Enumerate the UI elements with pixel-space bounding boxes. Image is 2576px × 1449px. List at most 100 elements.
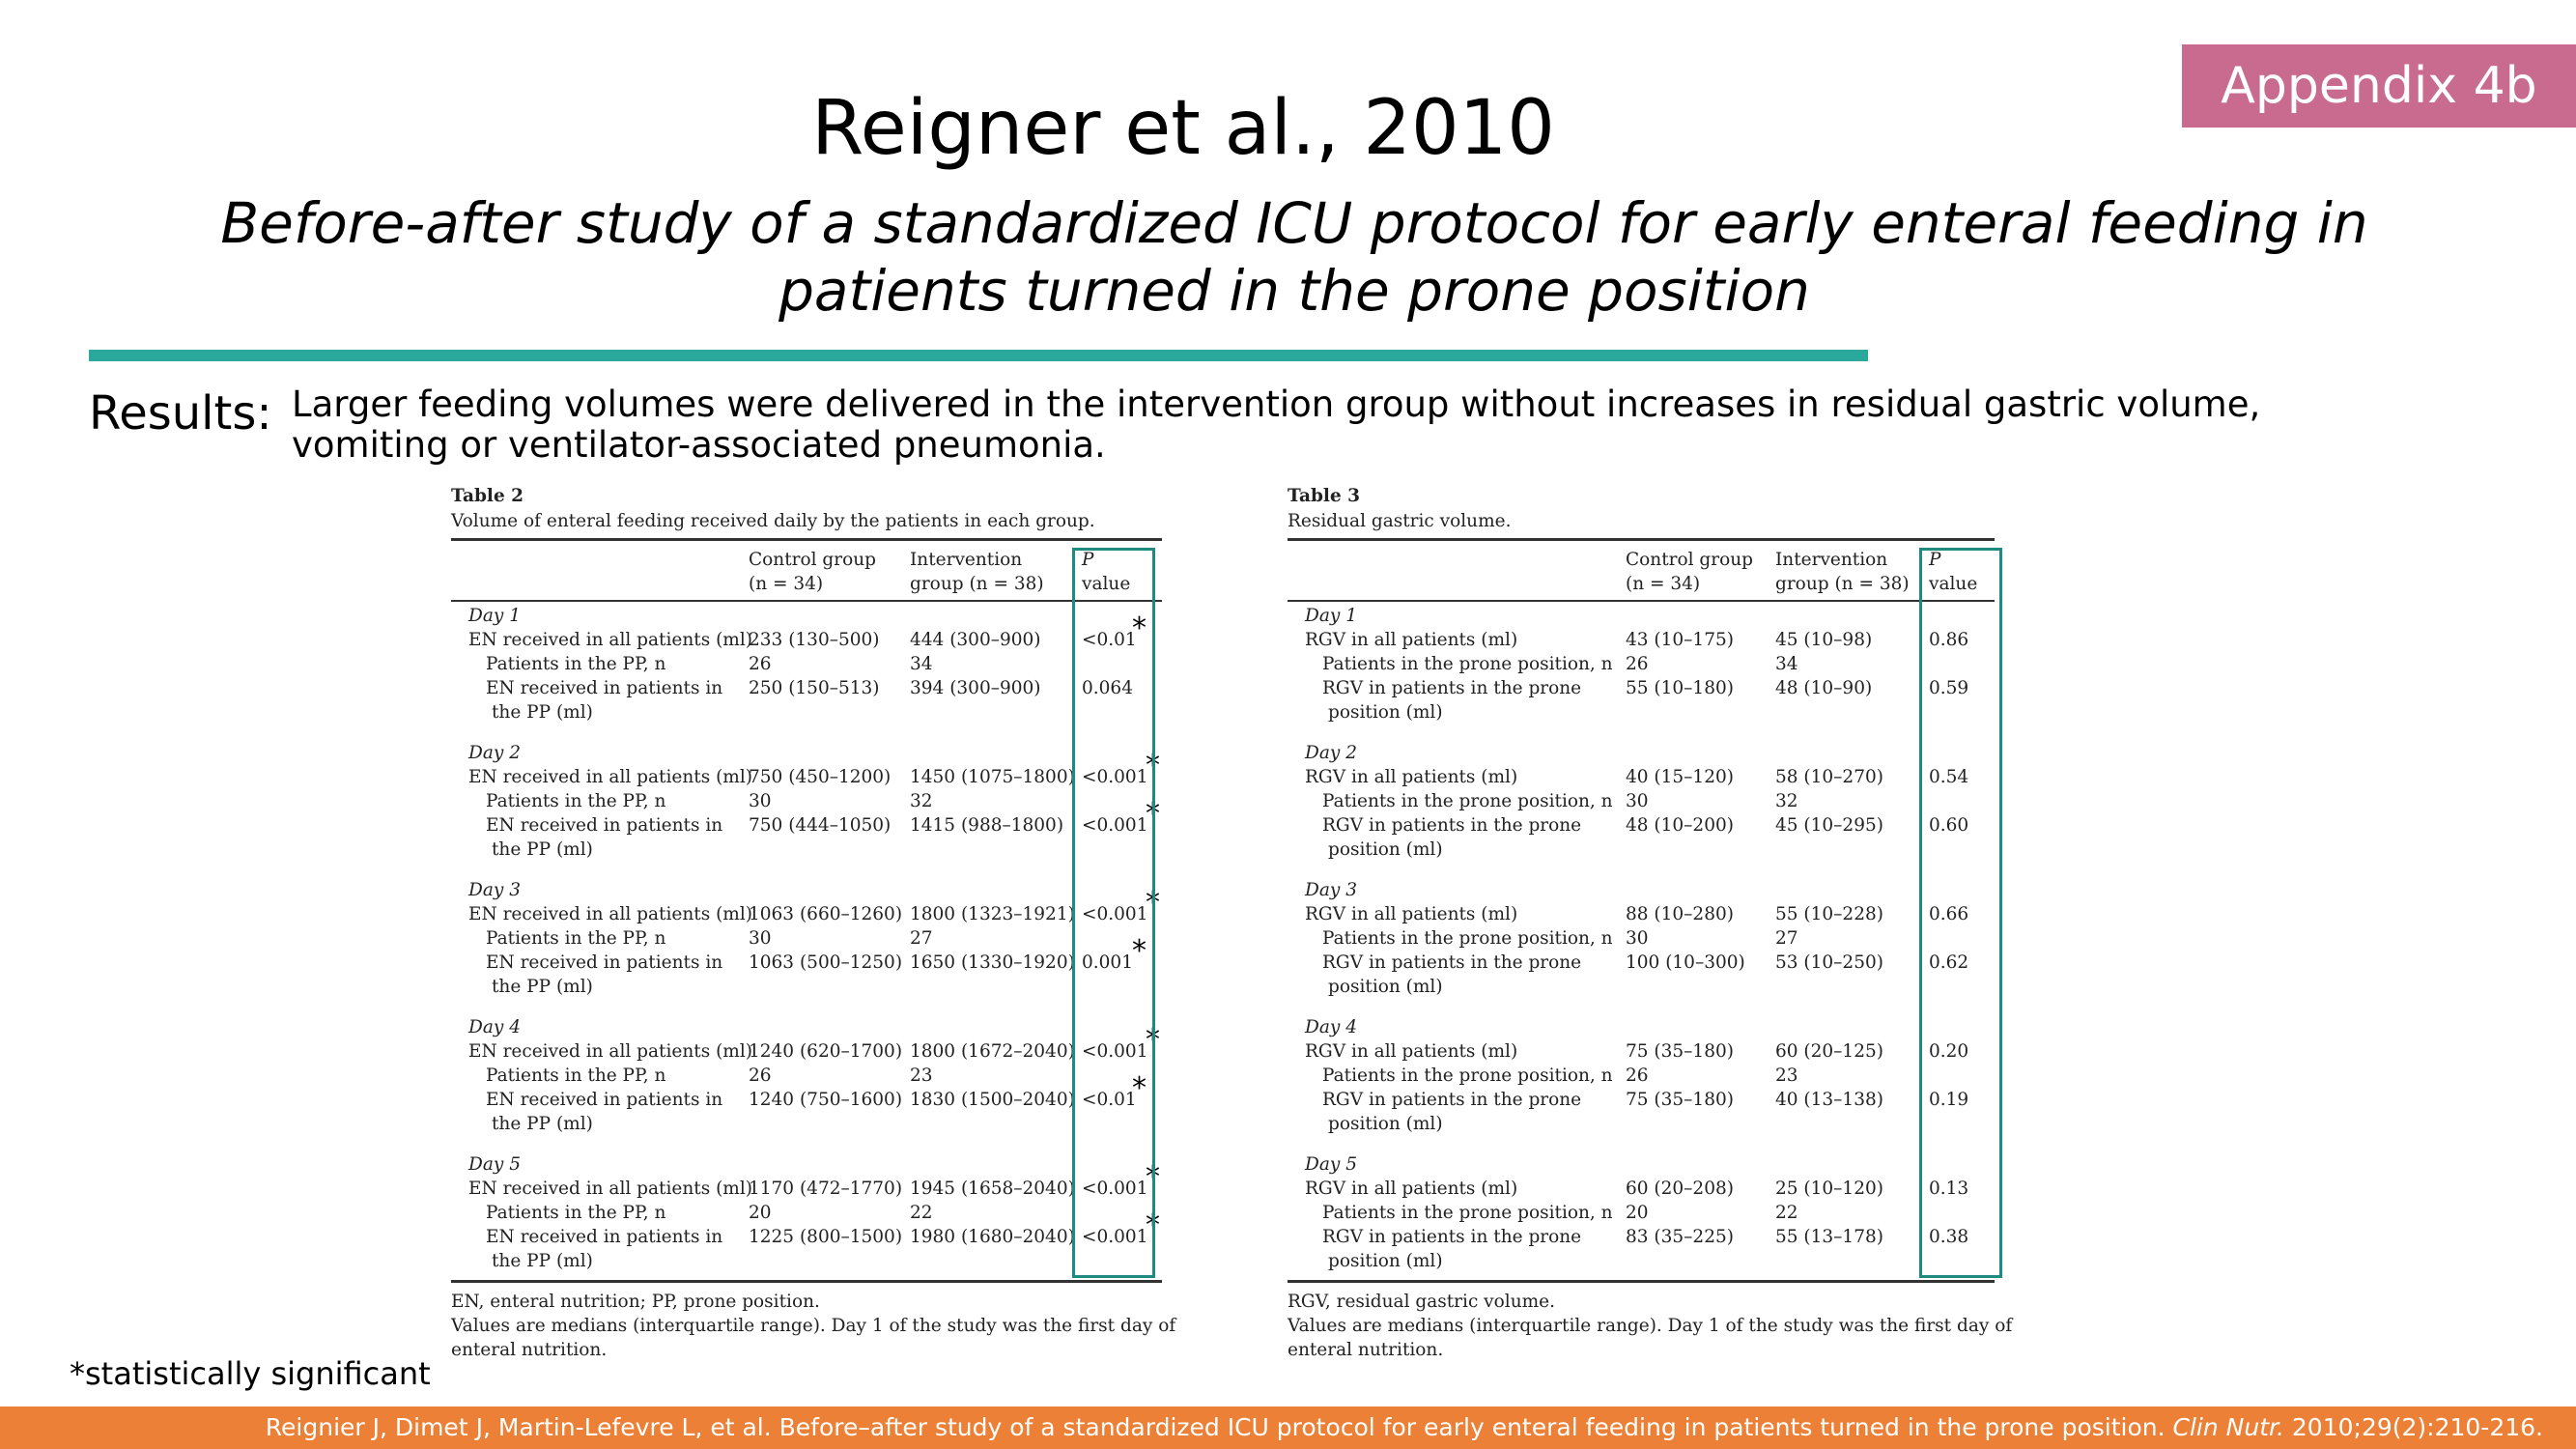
row-label: RGV in patients in the prone [1322,678,1582,698]
row-label-cont: the PP (ml) [492,1251,593,1271]
cell-p-value: <0.01 [1082,1090,1137,1110]
row-label: RGV in patients in the prone [1322,952,1582,973]
row-label: EN received in all patients (ml) [468,1041,752,1062]
table-footnote: Values are medians (interquartile range)… [451,1316,1176,1336]
table-title: Table 3 [1288,486,1361,506]
row-label: Patients in the PP, n [486,1203,666,1223]
cell-intervention: 1415 (988–1800) [910,815,1064,836]
cell-intervention: 22 [1775,1203,1798,1223]
cell-control: 55 (10–180) [1626,678,1734,698]
results-text: Larger feeding volumes were delivered in… [292,384,2261,466]
cell-control: 1225 (800–1500) [749,1227,903,1247]
results-label: Results: [89,386,272,440]
cell-intervention: 25 (10–120) [1775,1179,1883,1199]
citation-journal: Clin Nutr. [2172,1413,2284,1441]
cell-control: 233 (130–500) [749,630,880,650]
cell-control: 100 (10–300) [1626,952,1745,973]
cell-intervention: 55 (10–228) [1775,904,1883,924]
cell-intervention: 1800 (1672–2040) [910,1041,1075,1062]
cell-p-value: 0.064 [1082,678,1133,698]
header-control: Control group [1626,550,1754,570]
cell-intervention: 1945 (1658–2040) [910,1179,1075,1199]
row-label: RGV in all patients (ml) [1305,904,1518,924]
table-rule-header [1288,600,1995,602]
cell-intervention: 34 [1775,654,1798,674]
day-label: Day 1 [468,606,521,626]
day-label: Day 3 [1305,880,1357,900]
table-footnote: enteral nutrition. [451,1340,608,1360]
row-label: Patients in the prone position, n [1322,928,1613,949]
row-label: Patients in the PP, n [486,791,666,811]
cell-intervention: 23 [1775,1065,1798,1086]
row-label-cont: the PP (ml) [492,702,593,723]
cell-control: 26 [1626,654,1649,674]
cell-control: 26 [749,654,772,674]
p-value-highlight-box [1072,548,1155,1278]
cell-control: 30 [749,928,772,949]
cell-control: 26 [749,1065,772,1086]
header-p-value: value [1929,574,1978,594]
cell-intervention: 23 [910,1065,933,1086]
cell-intervention: 32 [910,791,933,811]
cell-intervention: 27 [1775,928,1798,949]
table-footnote: enteral nutrition. [1288,1340,1444,1360]
row-label-cont: position (ml) [1328,1251,1443,1271]
cell-control: 1240 (620–1700) [749,1041,903,1062]
header-intervention-n: group (n = 38) [910,574,1044,594]
cell-control: 30 [1626,928,1649,949]
row-label: RGV in all patients (ml) [1305,1041,1518,1062]
cell-p-value: <0.001 [1082,904,1148,924]
row-label: EN received in all patients (ml) [468,767,752,787]
cell-p-value: <0.001 [1082,1041,1148,1062]
cell-control: 250 (150–513) [749,678,880,698]
cell-p-value: 0.66 [1929,904,1969,924]
row-label: EN received in patients in [486,1227,723,1247]
row-label: RGV in patients in the prone [1322,1227,1582,1247]
table-title: Table 2 [451,486,524,506]
citation-details: 2010;29(2):210-216. [2283,1413,2543,1441]
day-label: Day 3 [468,880,521,900]
cell-intervention: 1830 (1500–2040) [910,1090,1075,1110]
cell-control: 48 (10–200) [1626,815,1734,836]
significance-note: *statistically significant [70,1355,431,1392]
day-label: Day 5 [468,1154,521,1175]
cell-control: 750 (450–1200) [749,767,892,787]
cell-control: 40 (15–120) [1626,767,1734,787]
row-label: RGV in all patients (ml) [1305,630,1518,650]
table-caption: Residual gastric volume. [1288,511,1512,531]
cell-p-value: 0.60 [1929,815,1969,836]
row-label-cont: position (ml) [1328,839,1443,860]
cell-intervention: 27 [910,928,933,949]
cell-intervention: 58 (10–270) [1775,767,1883,787]
appendix-badge: Appendix 4b [2182,44,2576,128]
cell-p-value: 0.86 [1929,630,1969,650]
row-label-cont: the PP (ml) [492,977,593,997]
cell-control: 83 (35–225) [1626,1227,1734,1247]
cell-intervention: 55 (13–178) [1775,1227,1883,1247]
slide-subtitle: Before-after study of a standardized ICU… [220,190,2368,324]
header-control-n: (n = 34) [749,574,824,594]
cell-control: 60 (20–208) [1626,1179,1734,1199]
row-label: Patients in the prone position, n [1322,1203,1613,1223]
row-label: Patients in the PP, n [486,654,666,674]
cell-p-value: 0.001 [1082,952,1133,973]
accent-divider [89,350,1868,361]
cell-intervention: 34 [910,654,933,674]
cell-control: 1170 (472–1770) [749,1179,903,1199]
table-footnote: Values are medians (interquartile range)… [1288,1316,2013,1336]
cell-p-value: <0.01 [1082,630,1137,650]
cell-control: 30 [1626,791,1649,811]
slide-title: Reigner et al., 2010 [811,85,1555,172]
citation-footer: Reignier J, Dimet J, Martin-Lefevre L, e… [0,1406,2576,1449]
row-label: RGV in all patients (ml) [1305,767,1518,787]
row-label: EN received in all patients (ml) [468,1179,752,1199]
cell-intervention: 1800 (1323–1921) [910,904,1075,924]
cell-p-value: <0.001 [1082,1227,1148,1247]
row-label-cont: position (ml) [1328,702,1443,723]
row-label: EN received in patients in [486,815,723,836]
row-label: EN received in patients in [486,1090,723,1110]
table-footnote: RGV, residual gastric volume. [1288,1292,1555,1312]
cell-control: 1240 (750–1600) [749,1090,903,1110]
cell-control: 75 (35–180) [1626,1041,1734,1062]
cell-control: 26 [1626,1065,1649,1086]
